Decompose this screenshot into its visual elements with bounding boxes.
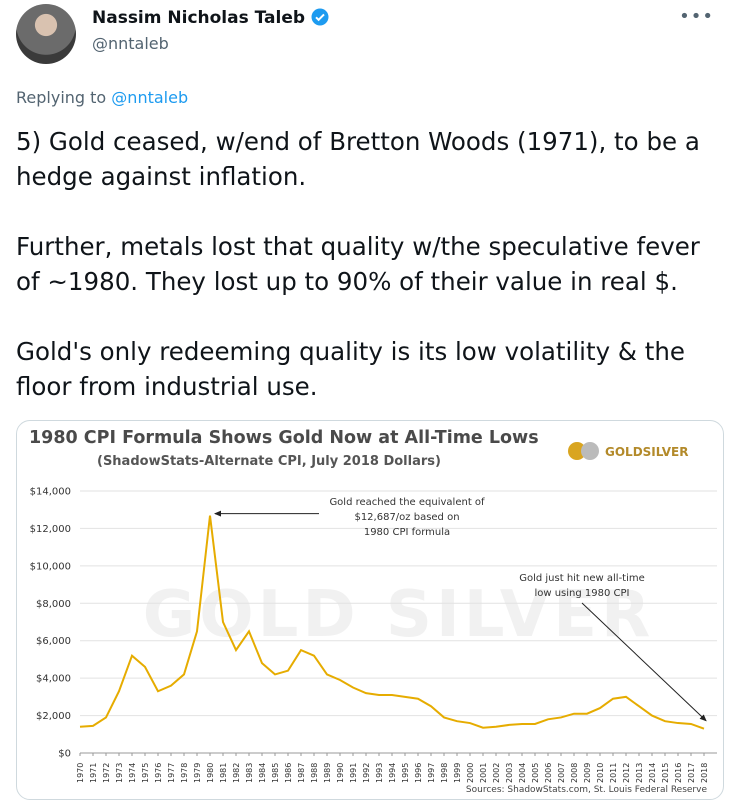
avatar[interactable]: [16, 4, 76, 64]
x-tick-label: 1984: [258, 763, 267, 783]
x-tick-label: 1980: [206, 763, 215, 783]
x-tick-label: 2013: [635, 763, 644, 783]
x-tick-label: 1998: [440, 763, 449, 783]
x-tick-label: 2005: [531, 763, 540, 783]
x-tick-label: 2003: [505, 763, 514, 783]
x-tick-label: 2014: [648, 763, 657, 783]
paragraph: Further, metals lost that quality w/the …: [16, 232, 700, 296]
x-tick-label: 1970: [76, 763, 85, 783]
x-tick-label: 1983: [245, 763, 254, 783]
x-tick-label: 2004: [518, 763, 527, 783]
x-tick-label: 1992: [362, 763, 371, 783]
annotation-text: Gold reached the equivalent of: [329, 497, 485, 508]
x-tick-label: 1996: [414, 763, 423, 783]
chart-title: 1980 CPI Formula Shows Gold Now at All-T…: [29, 428, 539, 448]
media[interactable]: GOLD SILVER 1980 CPI Formula Shows Gold N…: [16, 420, 724, 800]
annotation-arrow: [581, 602, 707, 722]
y-tick-label: $14,000: [30, 487, 71, 498]
x-tick-label: 1978: [180, 763, 189, 783]
y-tick-label: $0: [58, 749, 71, 760]
y-tick-label: $6,000: [36, 636, 71, 647]
y-tick-label: $2,000: [36, 711, 71, 722]
annotation-text: 1980 CPI formula: [364, 527, 450, 538]
x-tick-label: 1974: [128, 763, 137, 783]
x-tick-label: 1976: [154, 763, 163, 783]
paragraph: Gold's only redeeming quality is its low…: [16, 337, 685, 401]
x-tick-label: 2010: [596, 763, 605, 783]
chart: GOLD SILVER 1980 CPI Formula Shows Gold N…: [29, 428, 717, 795]
x-tick-label: 1986: [284, 763, 293, 783]
x-tick-label: 2018: [700, 763, 709, 783]
source: Sources: ShadowStats.com, St. Louis Fede…: [466, 785, 708, 795]
x-tick-label: 1994: [388, 763, 397, 783]
watermark: GOLD SILVER: [143, 578, 655, 652]
x-tick-label: 2011: [609, 763, 618, 783]
x-tick-label: 1972: [102, 763, 111, 783]
x-tick-label: 1987: [297, 763, 306, 783]
x-tick-label: 2017: [687, 763, 696, 783]
logo-coin: [581, 442, 599, 460]
author-row: Nassim Nicholas Taleb: [92, 8, 329, 28]
annotation-text: Gold just hit new all-time: [519, 573, 645, 584]
x-tick-label: 2015: [661, 763, 670, 783]
x-tick-label: 1995: [401, 763, 410, 783]
x-tick-label: 2008: [570, 763, 579, 783]
x-tick-label: 1979: [193, 763, 202, 783]
x-tick-label: 1985: [271, 763, 280, 783]
x-tick-label: 2000: [466, 763, 475, 783]
x-tick-label: 1999: [453, 763, 462, 783]
more-button[interactable]: •••: [679, 6, 714, 27]
y-tick-label: $10,000: [30, 561, 71, 572]
author-name[interactable]: Nassim Nicholas Taleb: [92, 8, 306, 28]
tweet-text: 5) Gold ceased, w/end of Bretton Woods (…: [16, 124, 721, 439]
replying-prefix: Replying to: [16, 88, 107, 107]
x-tick-label: 1975: [141, 763, 150, 783]
x-tick-label: 1997: [427, 763, 436, 783]
x-tick-label: 1973: [115, 763, 124, 783]
x-tick-label: 1993: [375, 763, 384, 783]
x-tick-label: 1982: [232, 763, 241, 783]
x-tick-label: 1971: [89, 763, 98, 783]
x-tick-label: 2009: [583, 763, 592, 783]
x-tick-label: 1977: [167, 763, 176, 783]
x-tick-label: 1988: [310, 763, 319, 783]
x-tick-label: 1990: [336, 763, 345, 783]
chart-subtitle: (ShadowStats-Alternate CPI, July 2018 Do…: [97, 454, 441, 469]
x-tick-label: 2006: [544, 763, 553, 783]
x-tick-label: 1989: [323, 763, 332, 783]
logo-coin: [568, 442, 586, 460]
x-tick-label: 1991: [349, 763, 358, 783]
x-tick-label: 2016: [674, 763, 683, 783]
annotation-text: $12,687/oz based on: [354, 512, 459, 523]
data-line: [79, 515, 705, 730]
verified-badge: [311, 8, 329, 26]
x-tick-label: 2012: [622, 763, 631, 783]
replying-line: Replying to @nntaleb: [16, 88, 188, 107]
logo: GOLDSILVER: [605, 445, 688, 459]
author-handle[interactable]: @nntaleb: [92, 34, 169, 53]
paragraph: 5) Gold ceased, w/end of Bretton Woods (…: [16, 127, 700, 191]
x-tick-label: 1981: [219, 763, 228, 783]
x-tick-label: 2001: [479, 763, 488, 783]
replying-link[interactable]: @nntaleb: [111, 88, 189, 107]
x-tick-label: 2002: [492, 763, 501, 783]
y-tick-label: $4,000: [36, 674, 71, 685]
y-tick-label: $12,000: [30, 524, 71, 535]
x-tick-label: 2007: [557, 763, 566, 783]
y-tick-label: $8,000: [36, 599, 71, 610]
annotation-text: low using 1980 CPI: [534, 588, 629, 599]
